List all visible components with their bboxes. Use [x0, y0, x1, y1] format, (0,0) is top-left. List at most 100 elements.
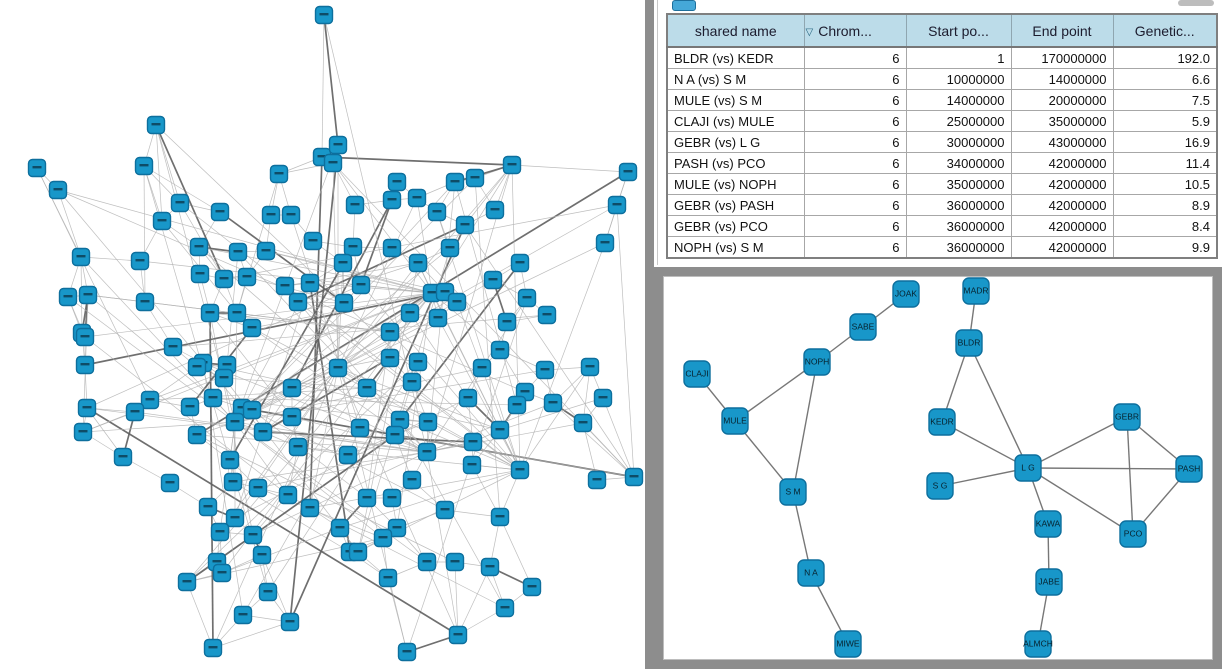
cell-value[interactable]: 6: [803, 236, 907, 259]
cell-shared-name[interactable]: CLAJI (vs) MULE: [666, 110, 805, 132]
cell-value[interactable]: 11.4: [1112, 152, 1218, 174]
cell-shared-name[interactable]: PASH (vs) PCO: [666, 152, 805, 174]
cell-value[interactable]: 34000000: [905, 152, 1012, 174]
graph-edge-L G-PCO[interactable]: [1027, 467, 1134, 535]
column-header-4[interactable]: Genetic...: [1112, 13, 1218, 48]
cell-value[interactable]: 42000000: [1010, 194, 1114, 216]
table-toolbar-button[interactable]: [672, 0, 696, 11]
cell-value[interactable]: 170000000: [1010, 46, 1114, 69]
graph-edge-S G-L G[interactable]: [939, 467, 1029, 487]
graph-node-MIWE[interactable]: [834, 630, 862, 658]
cell-value[interactable]: 35000000: [905, 173, 1012, 195]
cell-value[interactable]: 36000000: [905, 236, 1012, 259]
graph-node-KEDR[interactable]: [928, 408, 956, 436]
table-row[interactable]: PASH (vs) PCO 6 34000000 42000000 11.4: [666, 152, 1218, 174]
table-row[interactable]: MULE (vs) NOPH 6 35000000 42000000 10.5: [666, 173, 1218, 195]
graph-node-MULE[interactable]: [721, 407, 749, 435]
table-row[interactable]: GEBR (vs) PCO 6 36000000 42000000 8.4: [666, 215, 1218, 237]
cell-shared-name[interactable]: GEBR (vs) PCO: [666, 215, 805, 237]
cell-value[interactable]: 7.5: [1112, 89, 1218, 111]
cell-value[interactable]: 6: [803, 110, 907, 132]
graph-node-S G[interactable]: [926, 472, 954, 500]
graph-node-PASH[interactable]: [1175, 455, 1203, 483]
graph-edge-GEBR-PCO[interactable]: [1126, 416, 1134, 535]
graph-node-JABE[interactable]: [1035, 568, 1063, 596]
table-row[interactable]: GEBR (vs) L G 6 30000000 43000000 16.9: [666, 131, 1218, 153]
graph-edge-L G-GEBR[interactable]: [1027, 416, 1128, 469]
cell-value[interactable]: 5.9: [1112, 110, 1218, 132]
cell-value[interactable]: 14000000: [1010, 68, 1114, 90]
cell-value[interactable]: 9.9: [1112, 236, 1218, 259]
graph-node-SABE[interactable]: [849, 313, 877, 341]
cell-value[interactable]: 6: [803, 215, 907, 237]
cell-shared-name[interactable]: BLDR (vs) KEDR: [666, 46, 805, 69]
table-row[interactable]: GEBR (vs) PASH 6 36000000 42000000 8.9: [666, 194, 1218, 216]
graph-node-N A[interactable]: [797, 559, 825, 587]
cell-value[interactable]: 14000000: [905, 89, 1012, 111]
main-network-canvas[interactable]: [0, 0, 645, 669]
table-row[interactable]: CLAJI (vs) MULE 6 25000000 35000000 5.9: [666, 110, 1218, 132]
graph-node-L G[interactable]: [1014, 454, 1042, 482]
column-header-1[interactable]: ▽ Chrom...: [803, 13, 907, 48]
cell-value[interactable]: 6: [803, 173, 907, 195]
graph-node-CLAJI[interactable]: [683, 360, 711, 388]
cell-value[interactable]: 25000000: [905, 110, 1012, 132]
cell-value[interactable]: 6: [803, 46, 907, 69]
cell-value[interactable]: 42000000: [1010, 215, 1114, 237]
graph-edge-NOPH-MULE[interactable]: [734, 361, 818, 422]
cell-value[interactable]: 192.0: [1112, 46, 1218, 69]
cell-value[interactable]: 10000000: [905, 68, 1012, 90]
graph-edge-KEDR-L G[interactable]: [941, 421, 1029, 469]
result-network-canvas[interactable]: JOAK MADR SABE BLDR NOPH CLAJI MULE KEDR GEBR L G…: [664, 277, 1213, 662]
column-header-3[interactable]: End point: [1010, 13, 1114, 48]
graph-node-BLDR[interactable]: [955, 329, 983, 357]
table-row[interactable]: NOPH (vs) S M 6 36000000 42000000 9.9: [666, 236, 1218, 259]
cell-value[interactable]: 20000000: [1010, 89, 1114, 111]
cell-value[interactable]: 42000000: [1010, 152, 1114, 174]
cell-value[interactable]: 43000000: [1010, 131, 1114, 153]
cell-value[interactable]: 6: [803, 152, 907, 174]
cell-value[interactable]: 6: [803, 68, 907, 90]
cell-value[interactable]: 36000000: [905, 215, 1012, 237]
graph-node-KAWA[interactable]: [1034, 510, 1062, 538]
cell-value[interactable]: 36000000: [905, 194, 1012, 216]
graph-node-label-smudge: [485, 565, 495, 568]
graph-node-JOAK[interactable]: [892, 280, 920, 308]
cell-value[interactable]: 42000000: [1010, 173, 1114, 195]
graph-node-S M[interactable]: [779, 478, 807, 506]
table-row[interactable]: MULE (vs) S M 6 14000000 20000000 7.5: [666, 89, 1218, 111]
cell-value[interactable]: 8.9: [1112, 194, 1218, 216]
cell-value[interactable]: 8.4: [1112, 215, 1218, 237]
panel-divider[interactable]: [645, 0, 654, 669]
cell-value[interactable]: 6: [803, 194, 907, 216]
graph-node-MADR[interactable]: [962, 277, 990, 305]
cell-value[interactable]: 10.5: [1112, 173, 1218, 195]
cell-value[interactable]: 35000000: [1010, 110, 1114, 132]
cell-shared-name[interactable]: MULE (vs) NOPH: [666, 173, 805, 195]
cell-value[interactable]: 30000000: [905, 131, 1012, 153]
horizontal-scrollbar-thumb[interactable]: [1178, 0, 1214, 6]
cell-shared-name[interactable]: GEBR (vs) L G: [666, 131, 805, 153]
graph-node-PCO[interactable]: [1119, 520, 1147, 548]
table-row[interactable]: N A (vs) S M 6 10000000 14000000 6.6: [666, 68, 1218, 90]
cell-value[interactable]: 6: [803, 131, 907, 153]
cell-value[interactable]: 1: [905, 46, 1012, 69]
cell-shared-name[interactable]: N A (vs) S M: [666, 68, 805, 90]
graph-edge-BLDR-L G[interactable]: [968, 342, 1029, 469]
filter-funnel-icon[interactable]: ▽: [805, 26, 814, 38]
graph-node-NOPH[interactable]: [803, 348, 831, 376]
cell-value[interactable]: 6.6: [1112, 68, 1218, 90]
graph-node-ALMCH[interactable]: [1024, 630, 1052, 658]
column-header-2[interactable]: Start po...: [905, 13, 1012, 48]
column-header-0[interactable]: shared name: [666, 13, 805, 48]
graph-edge-NOPH-S M[interactable]: [792, 361, 818, 493]
cell-shared-name[interactable]: MULE (vs) S M: [666, 89, 805, 111]
graph-node-GEBR[interactable]: [1113, 403, 1141, 431]
graph-edge-L G-PASH[interactable]: [1027, 467, 1190, 470]
cell-value[interactable]: 42000000: [1010, 236, 1114, 259]
cell-shared-name[interactable]: GEBR (vs) PASH: [666, 194, 805, 216]
cell-value[interactable]: 16.9: [1112, 131, 1218, 153]
cell-value[interactable]: 6: [803, 89, 907, 111]
cell-shared-name[interactable]: NOPH (vs) S M: [666, 236, 805, 259]
table-row[interactable]: BLDR (vs) KEDR 6 1 170000000 192.0: [666, 46, 1218, 69]
